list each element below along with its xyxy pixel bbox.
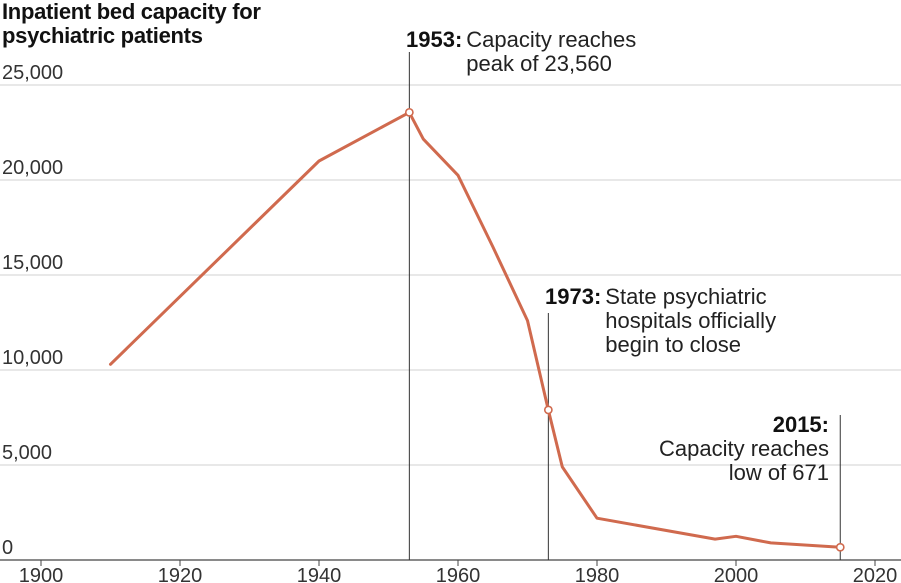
annotation-1973-year: 1973:: [545, 284, 602, 309]
annotation-1953: 1953: Capacity reaches peak of 23,560: [406, 28, 636, 76]
y-tick-label-15000: 15,000: [2, 252, 63, 274]
annotation-1973-text: State psychiatric hospitals officially b…: [605, 284, 777, 357]
annotation-2015-text: Capacity reaches low of 671: [659, 436, 829, 485]
series-group: [109, 110, 842, 549]
data-point-1953: [404, 107, 414, 117]
y-tick-label-25000: 25,000: [2, 62, 63, 84]
y-tick-label-0: 0: [2, 537, 13, 559]
y-tick-label-10000: 10,000: [2, 347, 63, 369]
x-tick-label-1960: 1960: [436, 565, 481, 583]
annotation-1953-year: 1953:: [406, 27, 463, 52]
x-tick-label-1980: 1980: [575, 565, 620, 583]
series-line-0: [109, 110, 842, 549]
x-tick-label-1940: 1940: [297, 565, 342, 583]
data-point-2015: [835, 542, 845, 552]
highlight-points: [404, 107, 845, 552]
chart-title: Inpatient bed capacity for psychiatric p…: [2, 0, 261, 48]
x-tick-label-1900: 1900: [19, 565, 64, 583]
x-axis: 1900 1920 1940 1960 1980 2000 2020: [0, 559, 901, 583]
annotation-2015: 2015: Capacity reaches low of 671: [659, 413, 829, 485]
y-axis-labels: 0 5,000 10,000 15,000 20,000 25,000: [2, 62, 63, 559]
gridlines: [0, 84, 901, 466]
chart-title-line1: Inpatient bed capacity for: [2, 0, 261, 24]
annotation-lines: [408, 52, 841, 560]
chart-title-line2: psychiatric patients: [2, 23, 203, 48]
y-tick-label-20000: 20,000: [2, 157, 63, 179]
x-tick-label-1920: 1920: [158, 565, 203, 583]
annotation-1973: 1973: State psychiatric hospitals offici…: [545, 285, 776, 357]
annotation-1953-text: Capacity reaches peak of 23,560: [466, 27, 637, 76]
annotation-2015-year: 2015:: [772, 412, 829, 437]
x-tick-label-2020: 2020: [853, 565, 898, 583]
data-point-1973: [543, 405, 553, 415]
y-tick-label-5000: 5,000: [2, 442, 52, 464]
x-tick-label-2000: 2000: [714, 565, 759, 583]
